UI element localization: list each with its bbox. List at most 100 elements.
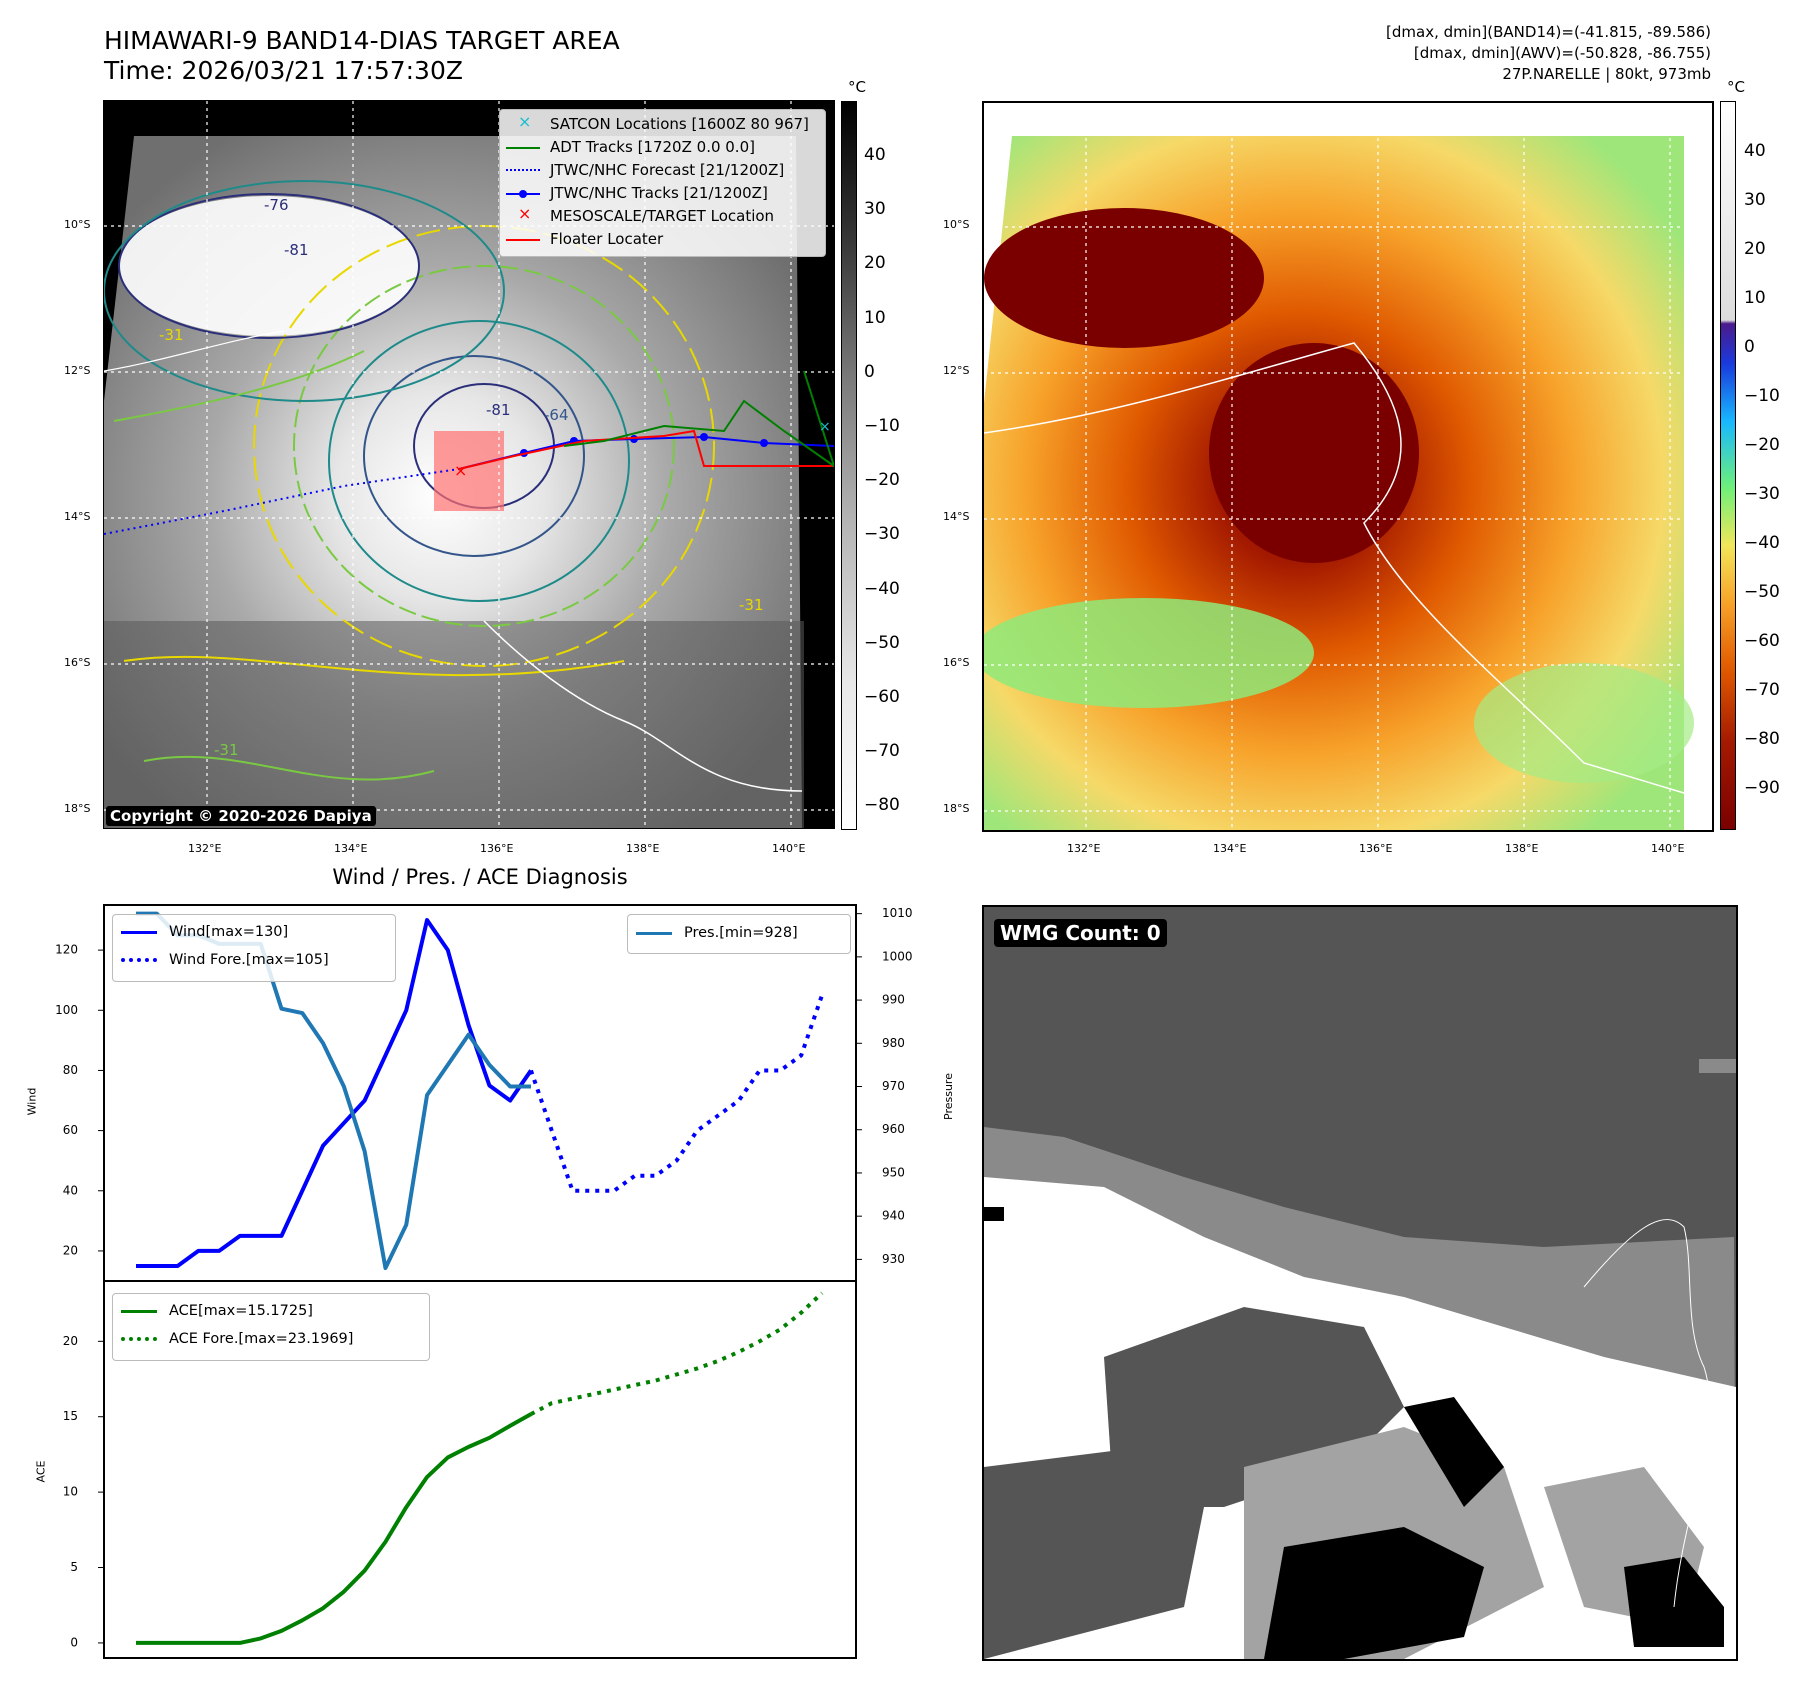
colorbar-tick: 40 [1744,141,1766,161]
dotted-line-icon [504,161,542,179]
figure-time: Time: 2026/03/21 17:57:30Z [104,56,463,85]
line-icon [504,230,542,248]
contour-label: -64 [544,406,569,424]
figure-title: HIMAWARI-9 BAND14-DIAS TARGET AREA [104,26,620,55]
legend-item-wind-forecast: Wind Fore.[max=105] [119,949,329,971]
colorbar-tick: −80 [864,795,900,816]
colorbar-tick: −20 [1744,435,1780,455]
awv-colorbar-unit: °C [1727,78,1745,96]
contour-label: -76 [264,196,289,214]
ace-tick-label: 5 [70,1560,78,1574]
wmg-count-label: WMG Count: 0 [994,919,1167,947]
lat-tick: 16°S [943,656,970,669]
wind-axis-label: Wind [25,1087,39,1116]
wind-tick-label: 80 [63,1063,78,1077]
colorbar-tick: 30 [1744,190,1766,210]
wind-forecast-series-line [529,994,824,1193]
lat-tick: 10°S [943,218,970,231]
lon-tick: 140°E [772,842,806,855]
lat-tick: 14°S [943,510,970,523]
ir-map-image: × × [104,101,834,828]
info-band14-range: [dmax, dmin](BAND14)=(-41.815, -89.586) [1386,23,1711,41]
wind-tick-label: 60 [63,1123,78,1137]
colorbar-tick: −30 [1744,484,1780,504]
wind-tick-label: 100 [55,1003,78,1017]
lat-tick: 12°S [943,364,970,377]
colorbar-tick: −70 [864,741,900,762]
colorbar-tick: 40 [864,145,886,165]
diagnosis-title: Wind / Pres. / ACE Diagnosis [332,865,628,889]
colorbar-tick: −40 [864,578,900,599]
lon-tick: 140°E [1651,842,1685,855]
dotted-line-icon [119,1329,159,1349]
lon-tick: 138°E [1505,842,1539,855]
ace-tick-label: 10 [63,1485,78,1499]
legend-item-mesoscale: × MESOSCALE/TARGET Location [504,204,774,227]
legend-item-pressure: Pres.[min=928] [634,922,798,944]
copyright-label: Copyright © 2020-2026 Dapiya [106,806,376,826]
colorbar-tick: −70 [1744,680,1780,700]
colorbar-tick: 30 [864,199,886,220]
lon-tick: 132°E [188,842,222,855]
awv-map-image [984,103,1712,830]
pressure-legend: Pres.[min=928] [627,914,851,954]
colorbar-tick: 20 [1744,239,1766,259]
lat-tick: 18°S [64,802,91,815]
colorbar-tick: −10 [1744,386,1780,406]
info-storm: 27P.NARELLE | 80kt, 973mb [1502,65,1711,83]
mesoscale-target-marker: × [454,461,467,480]
colorbar-tick: 0 [1744,337,1755,357]
ace-tick-label: 15 [63,1409,78,1423]
legend-item-ace-forecast: ACE Fore.[max=23.1969] [119,1328,353,1350]
legend-item-ace: ACE[max=15.1725] [119,1300,313,1322]
lon-tick: 136°E [1359,842,1393,855]
floater-track-line [458,429,834,470]
diagnosis-chart: 2040608010012093094095096097098099010001… [55,904,913,1659]
legend-item-jtwc-forecast: JTWC/NHC Forecast [21/1200Z] [504,158,784,181]
awv-colorbar [1720,101,1736,830]
colorbar-tick: −80 [1744,729,1780,749]
lat-tick: 14°S [64,510,91,523]
floater-box [434,431,504,511]
pressure-tick-label: 990 [882,993,905,1007]
x-marker-icon: × [518,203,532,223]
lat-tick: 16°S [64,656,91,669]
colorbar-tick: −50 [1744,582,1780,602]
legend-item-wind: Wind[max=130] [119,921,288,943]
colorbar-tick: −50 [864,632,900,653]
ace-legend: ACE[max=15.1725] ACE Fore.[max=23.1969] [112,1293,430,1361]
ir-map-panel: × × -76 -81 -81 -64 -31 -31 -31 × SATCON… [103,100,835,829]
legend-item-adt: ADT Tracks [1720Z 0.0 0.0] [504,135,755,158]
colorbar-tick: −60 [864,687,900,707]
wind-tick-label: 120 [55,943,78,957]
ace-forecast-series-line [530,1291,824,1416]
line-icon [634,923,674,943]
colorbar-tick: −60 [1744,631,1780,651]
colorbar-tick: −10 [864,416,900,436]
pressure-tick-label: 970 [882,1079,905,1093]
lon-tick: 134°E [1213,842,1247,855]
colorbar-tick: −20 [864,470,900,491]
satcon-marker: × [819,419,831,435]
line-dot-icon [504,184,542,202]
pressure-tick-label: 930 [882,1252,905,1266]
pressure-tick-label: 1010 [882,906,913,920]
wmg-image [984,907,1736,1659]
legend-item-floater: Floater Locater [504,227,663,250]
pressure-tick-label: 940 [882,1209,905,1223]
adt-track-line [563,370,834,468]
contour-label: -31 [739,596,764,614]
ace-tick-label: 20 [63,1334,78,1348]
colorbar-tick: 10 [864,307,886,328]
ir-map-legend: × SATCON Locations [1600Z 80 967] ADT Tr… [499,109,826,257]
lon-tick: 138°E [626,842,660,855]
awv-map-panel [982,101,1714,832]
contour-label: -31 [159,326,184,344]
wind-tick-label: 20 [63,1243,78,1257]
ace-series-line [136,1412,532,1645]
lat-tick: 10°S [64,218,91,231]
pressure-axis-label: Pressure [941,1073,955,1120]
colorbar-tick: −40 [1744,533,1780,553]
contour-label: -81 [284,241,309,259]
ace-axis-label: ACE [34,1460,48,1483]
